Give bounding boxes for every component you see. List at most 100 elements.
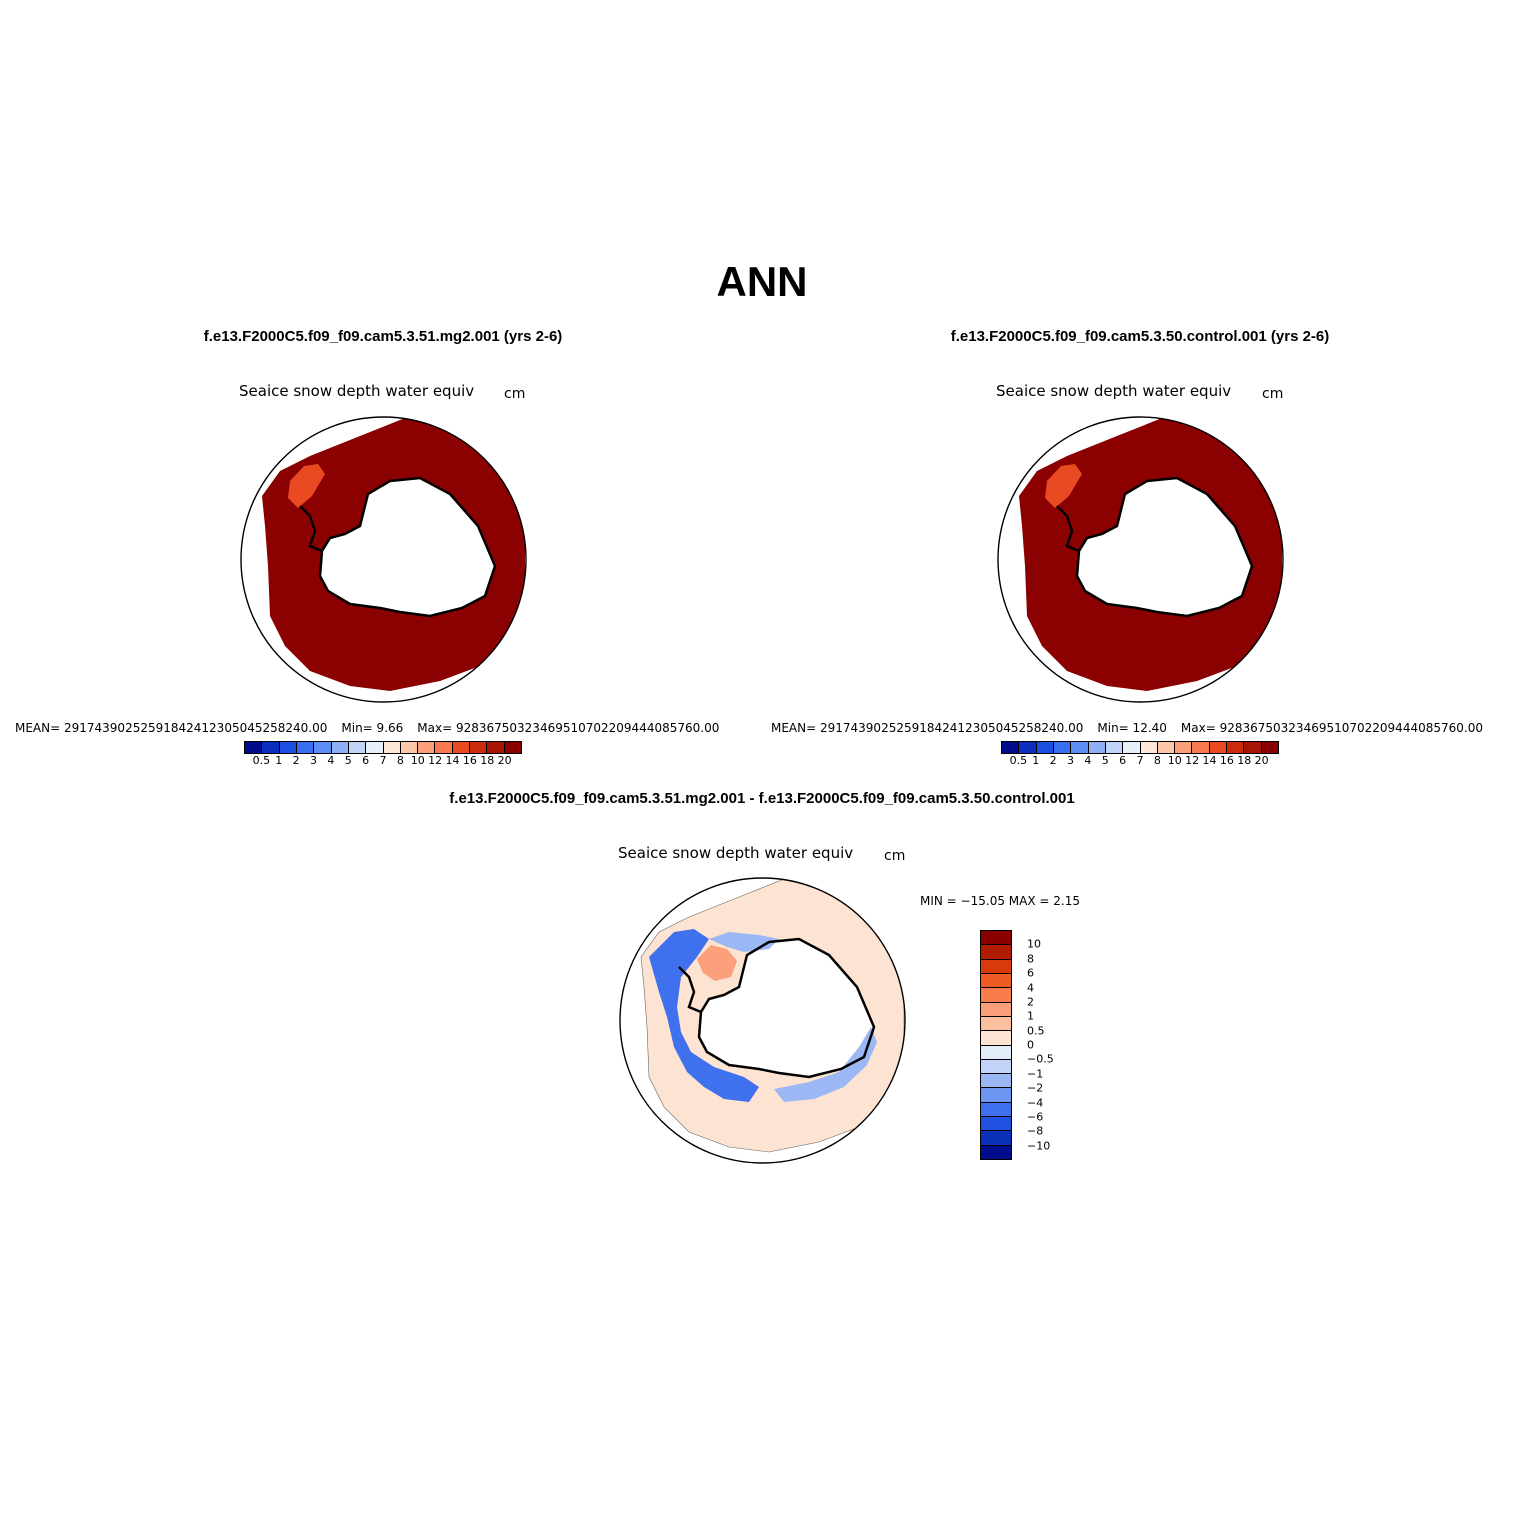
colorbar-tick-label: 7 — [379, 754, 387, 767]
diff-positive-region — [697, 945, 737, 981]
colorbar-tick-label: 16 — [1219, 754, 1234, 767]
diff-colorbar-swatches — [980, 930, 1012, 1160]
colorbar-tick-label: 18 — [1237, 754, 1252, 767]
panel1-coastline — [299, 476, 497, 618]
diff-coastline — [678, 937, 876, 1079]
colorbar-swatch — [1088, 742, 1106, 753]
panel2-map — [997, 416, 1284, 703]
panel2-colorbar: 0.5 1 2 3 4 5 6 7 8 10 12 14 16 18 20 — [1001, 741, 1279, 768]
colorbar-swatch — [981, 973, 1011, 989]
colorbar-swatch — [470, 742, 488, 753]
colorbar-tick-label: 1 — [1027, 1009, 1034, 1023]
colorbar-swatch — [981, 1031, 1011, 1046]
colorbar-swatch — [1244, 742, 1262, 753]
panel2-coastline — [1056, 476, 1254, 618]
panel2-mean: MEAN= 29174390252591842412305045258240.0… — [771, 721, 1084, 735]
colorbar-tick-label: 3 — [1067, 754, 1074, 767]
colorbar-swatch — [981, 1016, 1011, 1032]
panel1-min: Min= 9.66 — [341, 721, 404, 735]
panel2-seaice-field — [1019, 417, 1282, 691]
colorbar-tick-label: −4 — [1027, 1096, 1044, 1109]
panel1-colorbar-labels: 0.5 1 2 3 4 5 6 7 8 10 12 14 16 18 20 — [244, 754, 522, 768]
colorbar-swatch — [262, 742, 280, 753]
panel2-variable-title: Seaice snow depth water equiv — [996, 382, 1232, 400]
colorbar-tick-label: 8 — [1153, 754, 1161, 767]
colorbar-tick-label: 7 — [1136, 754, 1144, 767]
colorbar-tick-label: 12 — [1185, 754, 1200, 767]
colorbar-swatch — [452, 742, 471, 753]
colorbar-swatch — [1227, 742, 1245, 753]
diff-negative-east — [774, 1027, 877, 1102]
colorbar-swatch — [981, 988, 1011, 1003]
colorbar-tick-label: −0.5 — [1027, 1052, 1054, 1066]
colorbar-tick-label: 6 — [1027, 966, 1034, 980]
colorbar-tick-label: 2 — [292, 754, 300, 767]
colorbar-swatch — [1053, 742, 1072, 753]
colorbar-swatch — [418, 742, 436, 753]
panel1-case-title: f.e13.F2000C5.f09_f09.cam5.3.51.mg2.001 … — [203, 328, 563, 345]
colorbar-swatch — [981, 1045, 1011, 1060]
panel2-colorbar-swatches — [1001, 741, 1279, 754]
diff-case-title: f.e13.F2000C5.f09_f09.cam5.3.51.mg2.001 … — [449, 790, 1075, 807]
colorbar-swatch — [981, 1131, 1011, 1146]
colorbar-tick-label: 0 — [1027, 1038, 1034, 1052]
panel2-stats: MEAN= 29174390252591842412305045258240.0… — [771, 721, 1497, 735]
colorbar-swatch — [981, 1059, 1011, 1075]
colorbar-tick-label: 0.5 — [252, 754, 271, 767]
colorbar-tick-label: −6 — [1027, 1110, 1044, 1124]
colorbar-tick-label: 16 — [462, 754, 477, 767]
colorbar-tick-label: 0.5 — [1009, 754, 1028, 767]
colorbar-swatch — [245, 742, 263, 753]
colorbar-swatch — [314, 742, 332, 753]
colorbar-swatch — [981, 1074, 1011, 1089]
colorbar-swatch — [1019, 742, 1037, 753]
colorbar-swatch — [487, 742, 505, 753]
diff-field-bg — [640, 878, 905, 1153]
colorbar-swatch — [1209, 742, 1228, 753]
panel1-max: Max= 92836750323469510702209444085760.00 — [417, 721, 720, 735]
diff-variable-title: Seaice snow depth water equiv — [618, 844, 854, 862]
panel2-colorbar-labels: 0.5 1 2 3 4 5 6 7 8 10 12 14 16 18 20 — [1001, 754, 1279, 768]
colorbar-swatch — [981, 945, 1011, 960]
colorbar-swatch — [400, 742, 419, 753]
panel1-colorbar: 0.5 1 2 3 4 5 6 7 8 10 12 14 16 18 20 — [244, 741, 522, 768]
colorbar-tick-label: 10 — [1027, 937, 1041, 951]
colorbar-tick-label: −1 — [1027, 1067, 1044, 1081]
colorbar-swatch — [348, 742, 367, 753]
colorbar-tick-label: 1 — [275, 754, 283, 767]
panel1-colorbar-swatches — [244, 741, 522, 754]
colorbar-tick-label: 20 — [497, 754, 512, 767]
colorbar-tick-label: 6 — [1119, 754, 1127, 767]
colorbar-swatch — [1071, 742, 1089, 753]
colorbar-tick-label: 8 — [396, 754, 404, 767]
colorbar-swatch — [279, 742, 297, 753]
panel1-stats: MEAN= 29174390252591842412305045258240.0… — [15, 721, 733, 735]
colorbar-swatch — [504, 742, 521, 753]
panel1-units: cm — [504, 386, 526, 402]
colorbar-swatch — [366, 742, 384, 753]
colorbar-swatch — [981, 1117, 1011, 1132]
diff-colorbar — [980, 930, 1012, 1160]
colorbar-swatch — [1123, 742, 1141, 753]
panel1-low-region — [288, 464, 325, 508]
colorbar-swatch — [981, 1002, 1011, 1017]
colorbar-swatch — [981, 1088, 1011, 1103]
colorbar-tick-label: 3 — [310, 754, 317, 767]
colorbar-swatch — [981, 959, 1011, 974]
colorbar-tick-label: 4 — [327, 754, 335, 767]
panel1-seaice-field — [262, 417, 525, 691]
panel2-min: Min= 12.40 — [1097, 721, 1167, 735]
diff-negative-west — [649, 929, 759, 1102]
panel1-map — [240, 416, 527, 703]
colorbar-swatch — [435, 742, 453, 753]
colorbar-swatch — [1036, 742, 1054, 753]
colorbar-swatch — [981, 1102, 1011, 1118]
colorbar-swatch — [383, 742, 401, 753]
panel1-variable-title: Seaice snow depth water equiv — [239, 382, 475, 400]
colorbar-tick-label: 4 — [1084, 754, 1092, 767]
panel2-case-title: f.e13.F2000C5.f09_f09.cam5.3.50.control.… — [950, 328, 1330, 345]
colorbar-swatch — [331, 742, 349, 753]
panel2-low-region — [1045, 464, 1082, 508]
panel2-max: Max= 92836750323469510702209444085760.00 — [1180, 721, 1483, 735]
diff-minmax: MIN = −15.05 MAX = 2.15 — [920, 894, 1080, 908]
